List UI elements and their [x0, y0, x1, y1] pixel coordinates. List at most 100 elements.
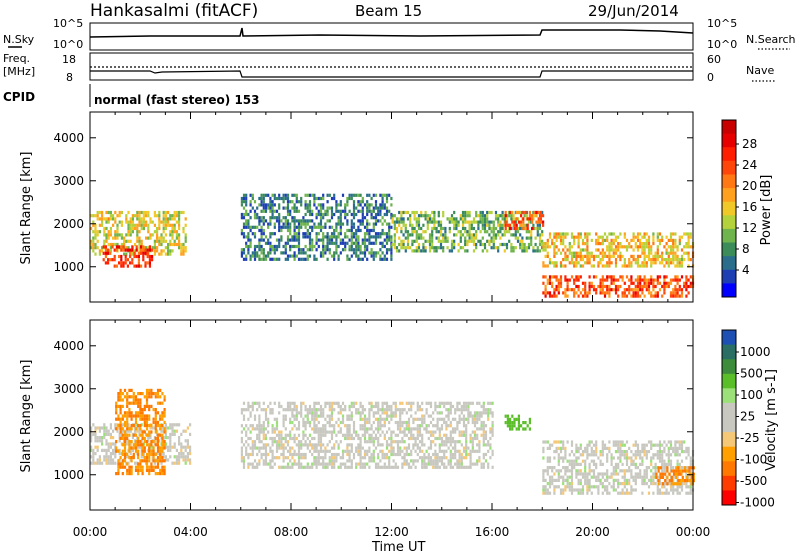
echo-cell [324, 401, 327, 405]
echo-cell [164, 436, 167, 440]
echo-cell [654, 254, 657, 258]
echo-cell [667, 261, 670, 265]
echo-cell [286, 404, 290, 409]
echo-cell [304, 212, 307, 217]
echo-cell [242, 427, 246, 431]
echo-cell [601, 264, 604, 268]
echo-cell [676, 264, 679, 268]
echo-cell [564, 275, 567, 279]
echo-cell [341, 452, 345, 457]
echo-cell [407, 430, 411, 434]
echo-cell [264, 443, 268, 447]
echo-cell [528, 427, 531, 431]
echo-cell [489, 430, 492, 434]
echo-cell [94, 252, 97, 256]
echo-cell [148, 408, 151, 412]
echo-cell [96, 246, 99, 250]
echo-cell [410, 414, 413, 418]
echo-cell [258, 430, 261, 434]
echo-cell [143, 424, 146, 428]
echo-cell [639, 453, 642, 457]
echo-cell [357, 241, 360, 245]
echo-cell [643, 446, 646, 450]
echo-cell [623, 288, 626, 292]
echo-cell [178, 423, 181, 427]
echo-cell [256, 212, 259, 217]
echo-cell [478, 401, 481, 405]
echo-cell [379, 203, 382, 207]
echo-cell [581, 288, 585, 292]
echo-cell [663, 245, 666, 249]
echo-cell [623, 294, 626, 298]
echo-cell [319, 196, 323, 201]
echo-cell [429, 456, 433, 460]
echo-cell [458, 401, 461, 405]
echo-cell [444, 233, 447, 237]
echo-cell [654, 251, 657, 255]
echo-cell [568, 469, 571, 473]
echo-cell [109, 210, 112, 215]
echo-cell [182, 429, 185, 433]
echo-cell [306, 408, 309, 412]
echo-cell [392, 459, 395, 463]
echo-cell [361, 408, 364, 412]
echo-cell [315, 248, 318, 252]
echo-cell [109, 217, 112, 221]
echo-cell [394, 411, 397, 415]
echo-cell [381, 196, 384, 201]
echo-cell [278, 216, 281, 220]
echo-cell [612, 466, 615, 470]
echo-cell [650, 294, 653, 298]
echo-cell [359, 401, 362, 405]
echo-cell [559, 284, 563, 289]
echo-cell [98, 455, 101, 459]
echo-cell [599, 482, 602, 486]
echo-cell [131, 436, 134, 440]
echo-cell [173, 242, 176, 247]
echo-cell [410, 452, 413, 457]
echo-cell [286, 225, 290, 229]
echo-cell [324, 462, 327, 466]
echo-cell [482, 433, 485, 437]
echo-cell [674, 284, 677, 289]
echo-cell [115, 440, 118, 444]
echo-cell [523, 246, 526, 250]
echo-cell [313, 420, 316, 425]
echo-cell [280, 452, 283, 457]
echo-cell [328, 430, 331, 434]
echo-cell [597, 242, 600, 246]
echo-cell [90, 455, 93, 459]
echo-cell [319, 414, 323, 418]
echo-cell [361, 257, 364, 261]
echo-cell [632, 238, 635, 242]
echo-cell [400, 242, 403, 247]
echo-cell [167, 445, 170, 449]
echo-cell [548, 278, 552, 282]
echo-cell [103, 239, 106, 243]
echo-cell [577, 288, 580, 292]
echo-cell [107, 458, 110, 462]
echo-cell [407, 427, 411, 431]
echo-cell [156, 424, 160, 428]
echo-cell [566, 478, 569, 482]
echo-cell [366, 257, 369, 261]
echo-cell [381, 404, 384, 409]
echo-cell [148, 417, 151, 421]
echo-cell [634, 456, 637, 460]
echo-cell [328, 241, 331, 245]
echo-cell [324, 424, 327, 428]
echo-cell [530, 236, 533, 240]
echo-cell [570, 482, 574, 486]
echo-cell [617, 440, 620, 444]
echo-cell [308, 219, 312, 223]
echo-cell [685, 284, 688, 289]
echo-cell [678, 294, 681, 298]
echo-cell [256, 401, 259, 405]
echo-cell [333, 459, 336, 463]
echo-cell [383, 212, 386, 217]
echo-cell [103, 455, 106, 459]
echo-cell [451, 446, 455, 450]
echo-cell [390, 465, 393, 469]
echo-cell [510, 214, 513, 218]
